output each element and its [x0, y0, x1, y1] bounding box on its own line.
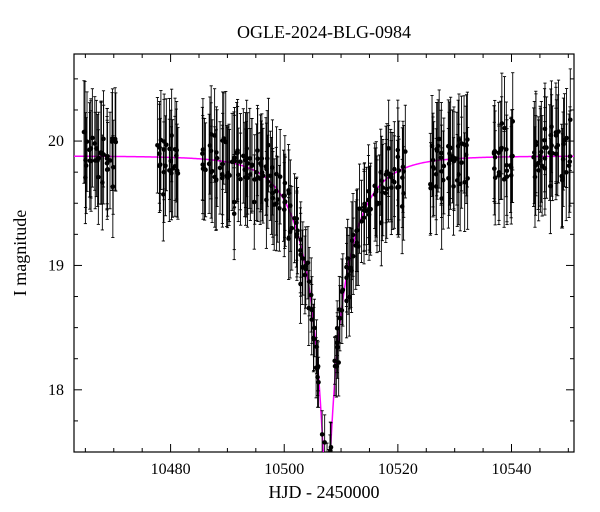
x-tick-label: 10480 [151, 461, 191, 478]
y-tick-label: 19 [48, 257, 64, 274]
x-axis-label: HJD - 2450000 [269, 482, 380, 502]
x-tick-label: 10500 [264, 461, 304, 478]
lightcurve-chart: 10480 10500 10520 10540 20 19 18 OGLE-2024-BLG-… [0, 0, 600, 512]
x-tick-label: 10540 [492, 461, 532, 478]
y-axis-label: I magnitude [10, 210, 30, 296]
y-tick-label: 18 [48, 382, 64, 399]
x-tick-label: 10520 [378, 461, 418, 478]
chart-title: OGLE-2024-BLG-0984 [237, 22, 411, 42]
y-tick-label: 20 [48, 133, 64, 150]
